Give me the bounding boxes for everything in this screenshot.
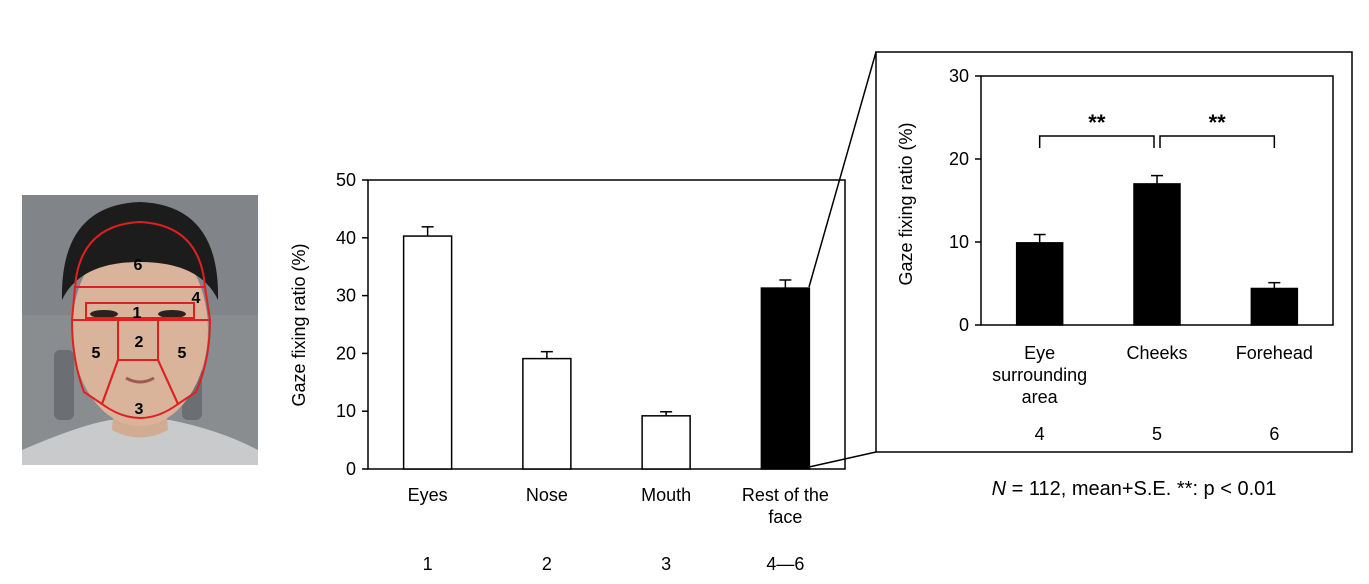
left-bar	[402, 235, 453, 470]
zone-label-1: 1	[133, 305, 142, 322]
left-zone-number: 2	[542, 554, 552, 574]
zone-label-2: 2	[135, 334, 144, 351]
right-category-label: Cheeks	[1126, 343, 1187, 363]
face-photo: 6 4 1 2 5 5 3	[22, 195, 258, 465]
right-zone-number: 6	[1269, 424, 1279, 444]
footnote: N = 112, mean+S.E. **: p < 0.01	[992, 478, 1277, 500]
zone-label-4: 4	[192, 290, 201, 307]
left-zone-number: 1	[423, 554, 433, 574]
zone-outlines	[70, 220, 212, 419]
right-zone-number: 4	[1035, 424, 1045, 444]
zone-5-cheek-right	[157, 319, 212, 406]
inset-frame	[875, 51, 1353, 453]
right-category-label: Eye	[1024, 343, 1055, 363]
headrest	[54, 350, 74, 420]
left-bar	[760, 287, 811, 470]
significance-label: **	[1209, 110, 1227, 135]
main-bar-chart: 0 10 20 30 40 50 Eyes 1 Nose 2 Mouth 3 Rest of thef…	[289, 170, 846, 574]
right-y-tick-label: 30	[949, 66, 969, 86]
right-category-label: surrounding	[992, 365, 1087, 385]
left-y-tick-label: 50	[336, 170, 356, 190]
significance-bracket	[1159, 135, 1276, 148]
left-category-label: face	[768, 507, 802, 527]
face	[72, 234, 208, 426]
left-y-tick-label: 10	[336, 401, 356, 421]
left-y-axis-title: Gaze fixing ratio (%)	[289, 243, 309, 406]
zone-5-cheek-left	[70, 319, 119, 406]
right-category-label: Forehead	[1236, 343, 1313, 363]
left-category-label: Rest of the	[742, 485, 829, 505]
left-category-label: Eyes	[408, 485, 448, 505]
right-y-tick-label: 20	[949, 149, 969, 169]
left-zone-number: 3	[661, 554, 671, 574]
right-y-tick-label: 10	[949, 232, 969, 252]
significance-label: **	[1088, 110, 1106, 135]
zoom-line-bottom	[808, 451, 877, 468]
right-zone-number: 5	[1152, 424, 1162, 444]
zoom-line-top	[808, 51, 877, 288]
zone-label-5-left: 5	[92, 345, 101, 362]
left-category-label: Mouth	[641, 485, 691, 505]
zone-label-5-right: 5	[178, 345, 187, 362]
left-y-tick-label: 40	[336, 228, 356, 248]
footnote-text: = 112, mean+S.E. **: p < 0.01	[1006, 478, 1276, 500]
zoom-connector	[808, 51, 877, 468]
left-bar	[641, 415, 691, 470]
left-zone-number: 4—6	[766, 554, 804, 574]
right-category-label: area	[1022, 387, 1059, 407]
significance-bracket	[1038, 135, 1155, 148]
beanie	[61, 202, 219, 300]
left-y-tick-label: 0	[346, 459, 356, 479]
right-bar	[1133, 183, 1181, 326]
left-plot-frame	[367, 179, 846, 470]
zone-1-eyes	[85, 302, 195, 319]
left-y-tick-label: 30	[336, 286, 356, 306]
right-bar	[1250, 287, 1299, 326]
right-y-axis-title: Gaze fixing ratio (%)	[896, 122, 916, 285]
left-bar	[522, 357, 572, 470]
zone-label-3: 3	[135, 401, 144, 418]
right-bar	[1015, 242, 1064, 326]
zone-label-6: 6	[134, 257, 143, 274]
footnote-n-symbol: N	[992, 478, 1007, 500]
left-y-tick-label: 20	[336, 343, 356, 363]
right-y-tick-label: 0	[959, 315, 969, 335]
left-category-label: Nose	[526, 485, 568, 505]
shirt	[22, 420, 258, 465]
zone-6-forehead	[73, 220, 207, 288]
